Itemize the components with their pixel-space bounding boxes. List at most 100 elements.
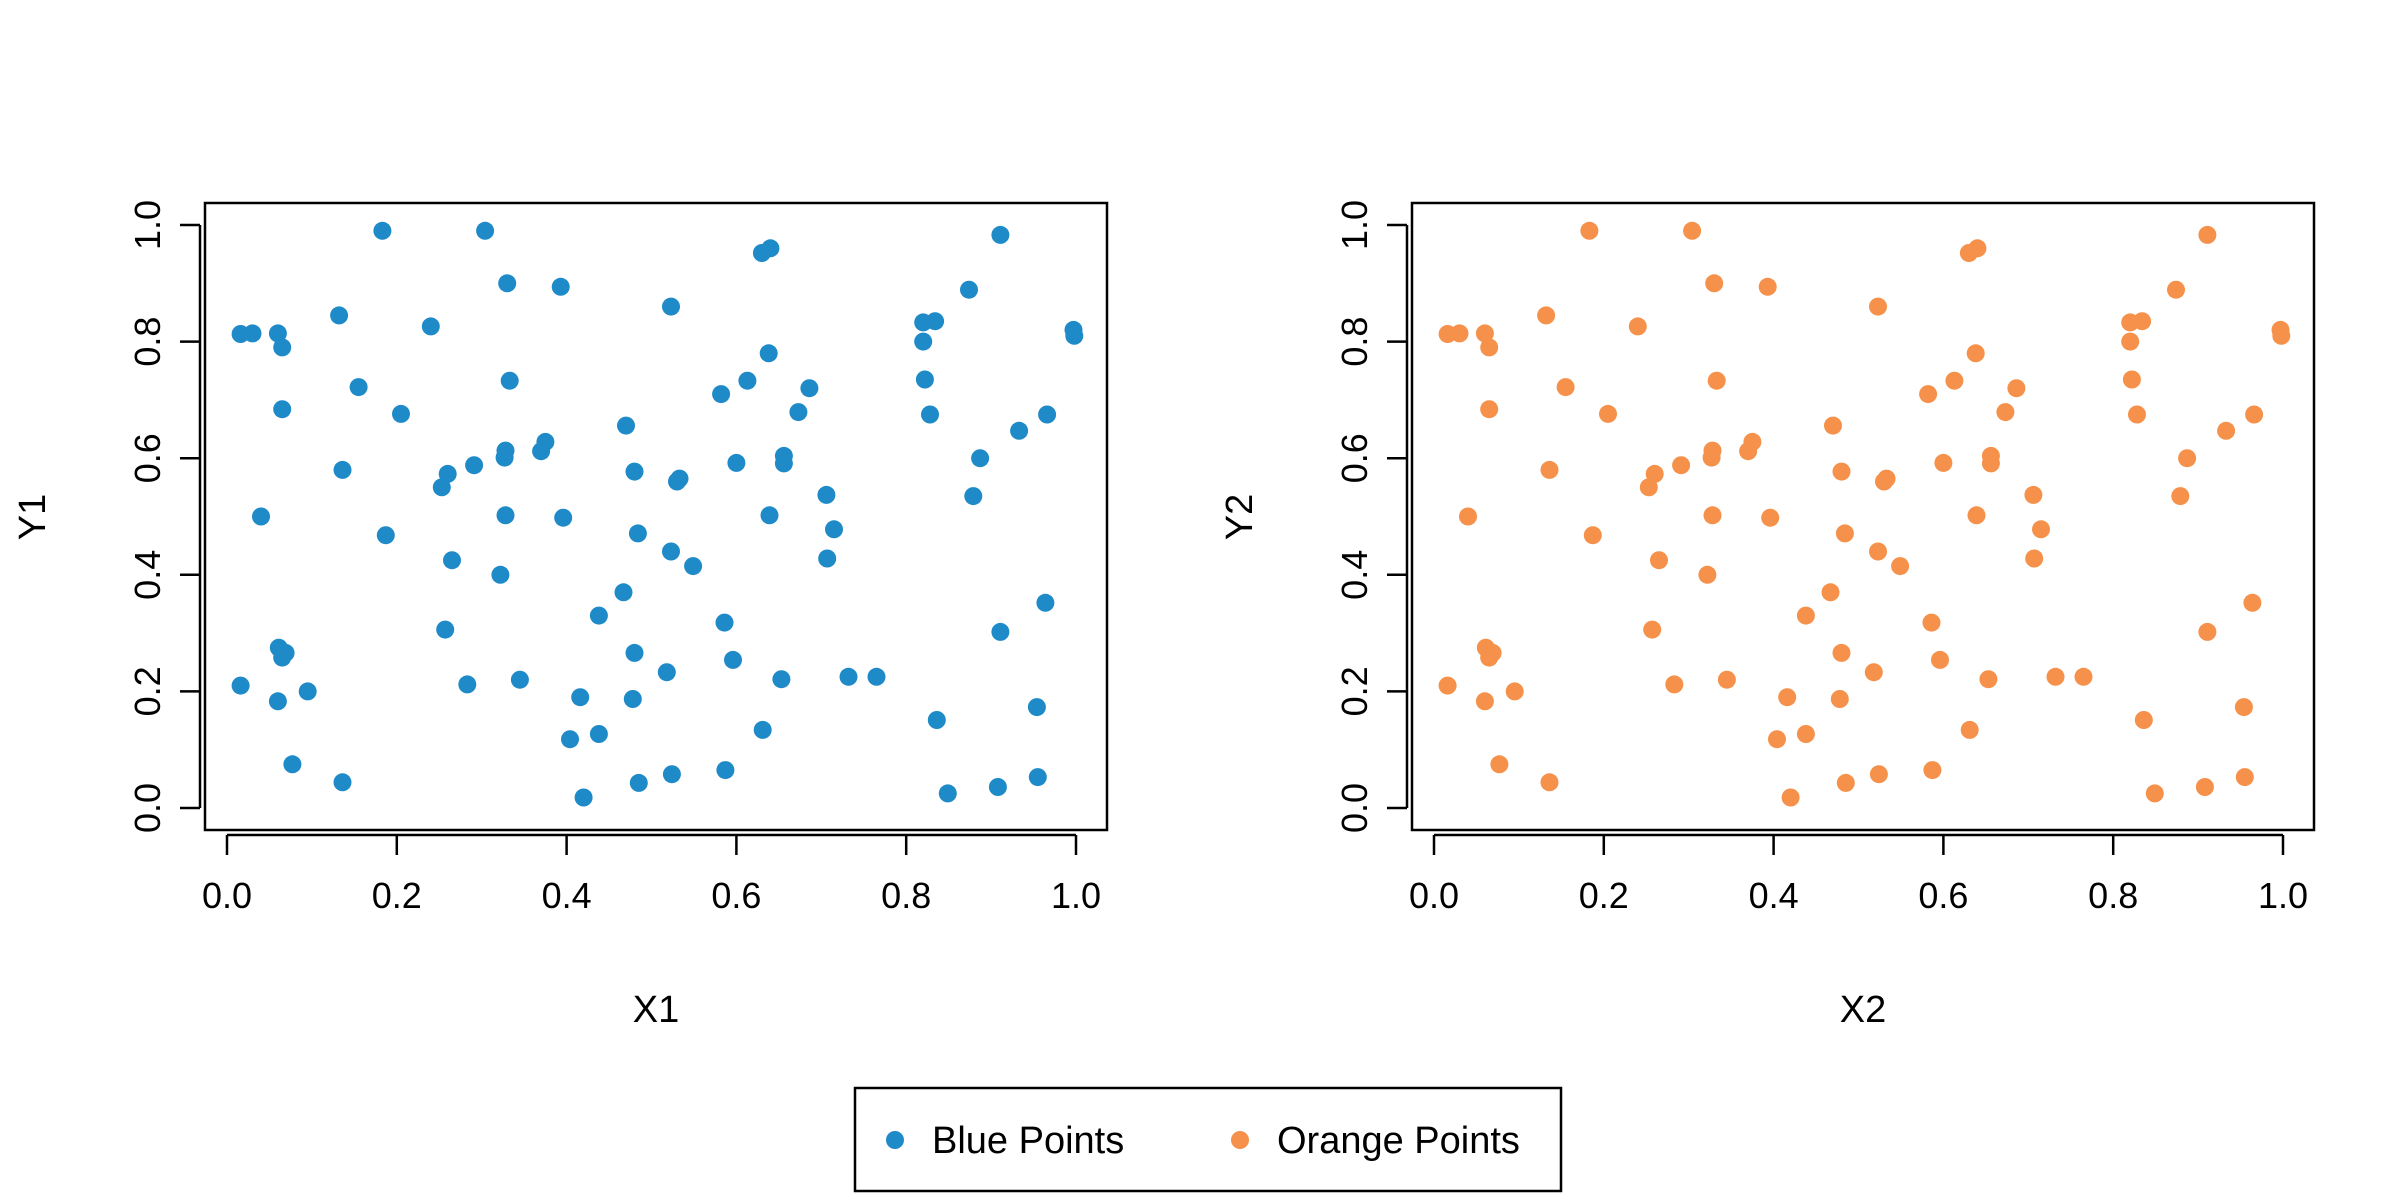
- right-point: [2145, 784, 2164, 803]
- left-point: [273, 648, 292, 667]
- left-point: [617, 416, 635, 435]
- legend-orange-marker: [1231, 1131, 1249, 1149]
- left-point: [443, 551, 461, 570]
- right-point: [1717, 670, 1736, 689]
- right-point: [1556, 378, 1575, 397]
- left-point: [715, 613, 734, 632]
- left-point: [495, 448, 514, 467]
- left-point: [574, 788, 593, 807]
- left-point: [376, 526, 395, 545]
- right-x-tick-label: 0.6: [1918, 875, 1968, 916]
- left-x-tick-label: 0.0: [202, 875, 252, 916]
- right-point: [1869, 765, 1888, 784]
- left-point: [662, 542, 680, 561]
- right-point: [2134, 711, 2153, 729]
- right-point: [2245, 405, 2264, 424]
- right-point: [1778, 688, 1797, 707]
- right-y-axis-label: Y2: [1219, 494, 1261, 540]
- left-x-tick-label: 0.2: [372, 875, 422, 916]
- left-point: [421, 317, 440, 336]
- left-y-tick-label: 0.6: [127, 433, 168, 483]
- left-point: [988, 778, 1007, 796]
- right-panel: 0.0 0.2 0.4 0.6 0.8 1.0 0.0 0.2 0.4 0.6 0.8 1.0 X2…: [1219, 200, 2316, 1031]
- legend-blue-label: Blue Points: [932, 1120, 1124, 1162]
- right-point: [1672, 456, 1691, 475]
- left-point: [252, 507, 270, 526]
- left-point: [668, 472, 686, 491]
- left-point: [915, 370, 934, 389]
- right-point: [2074, 667, 2093, 686]
- left-point: [991, 622, 1010, 641]
- right-point: [1537, 306, 1556, 325]
- right-x-tick-label: 0.4: [1749, 875, 1799, 916]
- right-point: [1824, 416, 1842, 435]
- left-point: [551, 277, 570, 296]
- right-point: [2167, 280, 2185, 299]
- left-point: [867, 667, 886, 686]
- left-point: [561, 730, 579, 749]
- left-plot-frame: [203, 201, 1109, 832]
- right-point: [1639, 478, 1658, 497]
- left-x-tick-label: 0.4: [542, 875, 592, 916]
- left-point: [268, 324, 287, 343]
- right-point: [1781, 788, 1800, 807]
- right-point: [2234, 698, 2253, 717]
- left-point: [625, 462, 644, 481]
- right-point: [1490, 755, 1509, 774]
- right-point: [1450, 324, 1469, 343]
- left-point: [510, 670, 529, 689]
- right-point: [1761, 508, 1780, 527]
- right-point: [2032, 520, 2050, 539]
- right-point: [1705, 274, 1724, 293]
- right-point: [1796, 606, 1815, 625]
- right-point: [1768, 730, 1786, 749]
- left-point: [759, 344, 778, 363]
- left-point: [392, 404, 410, 423]
- right-point: [1922, 613, 1941, 632]
- right-point: [1459, 507, 1477, 526]
- left-x-tick-label: 1.0: [1051, 875, 1101, 916]
- left-point: [657, 663, 676, 682]
- right-point: [1979, 670, 1998, 689]
- left-point: [760, 506, 779, 525]
- right-point: [1628, 317, 1647, 336]
- right-point: [2195, 778, 2214, 796]
- right-point: [1580, 221, 1599, 240]
- right-point: [2133, 312, 2152, 331]
- right-point: [1832, 462, 1851, 481]
- left-point: [614, 583, 633, 602]
- right-points-layer: [1438, 221, 2291, 807]
- right-point: [1480, 648, 1499, 667]
- right-point: [1869, 297, 1887, 316]
- right-point: [1923, 761, 1942, 780]
- right-point: [1945, 371, 1964, 390]
- left-y-tick-label: 0.8: [127, 317, 168, 367]
- right-y-tick-label: 0.6: [1334, 433, 1375, 483]
- left-x-tick-label: 0.6: [711, 875, 761, 916]
- left-point: [662, 765, 681, 784]
- legend-orange-label: Orange Points: [1277, 1120, 1520, 1162]
- legend: Blue Points Orange Points: [853, 1086, 1563, 1193]
- right-point: [2171, 487, 2190, 506]
- left-point: [1036, 593, 1055, 612]
- left-point: [960, 280, 978, 299]
- right-point: [1981, 454, 2000, 473]
- left-point: [825, 520, 843, 539]
- left-point: [772, 670, 791, 689]
- right-point: [1665, 675, 1684, 694]
- right-point: [2178, 449, 2197, 468]
- left-y-axis-label: Y1: [12, 494, 54, 540]
- right-plot-frame: [1410, 201, 2316, 832]
- right-point: [1758, 277, 1777, 296]
- left-point: [243, 324, 262, 343]
- left-point: [971, 449, 990, 468]
- left-point: [1028, 768, 1047, 787]
- right-point: [2007, 379, 2026, 398]
- left-point: [373, 221, 392, 240]
- right-y-tick-label: 0.0: [1334, 783, 1375, 833]
- right-point: [1645, 464, 1664, 483]
- right-point: [1869, 542, 1887, 561]
- left-point: [349, 378, 368, 397]
- left-point: [1038, 405, 1057, 424]
